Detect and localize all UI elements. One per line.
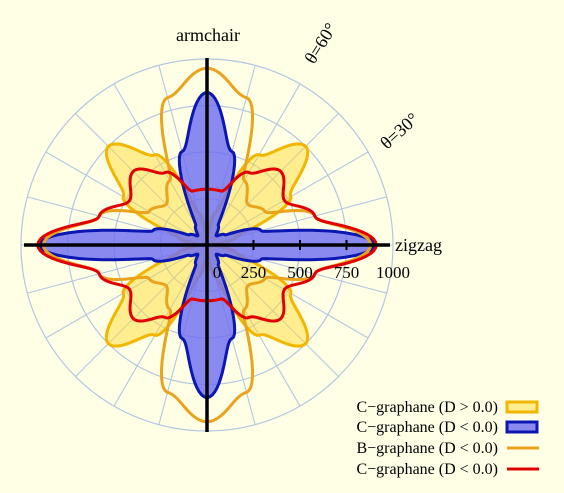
tick-label-500: 500 xyxy=(287,263,313,282)
legend-label-4: C−graphane (D < 0.0) xyxy=(356,461,498,478)
legend-label-3: B−graphane (D < 0.0) xyxy=(356,440,498,457)
grid-spoke-150 xyxy=(45,151,208,246)
x-axis-label: zigzag xyxy=(395,235,442,255)
legend-label-2: C−graphane (D < 0.0) xyxy=(356,419,498,436)
legend-item-2: C−graphane (D < 0.0) xyxy=(356,419,539,436)
grid-spoke-330 xyxy=(206,244,369,339)
legend-label-1: C−graphane (D > 0.0) xyxy=(356,399,498,416)
angle-annotation-60: θ=60° xyxy=(300,19,340,67)
grid-spoke-45 xyxy=(206,113,339,246)
grid-spoke-120 xyxy=(113,83,208,246)
radial-ticks: 0 250 500 750 1000 xyxy=(213,240,410,282)
grid-spoke-300 xyxy=(206,244,301,407)
legend-swatch-1 xyxy=(505,400,539,414)
grid-spoke-240 xyxy=(113,244,208,407)
tick-label-1000: 1000 xyxy=(376,263,410,282)
tick-label-750: 750 xyxy=(334,263,360,282)
legend: C−graphane (D > 0.0) C−graphane (D < 0.0… xyxy=(356,399,539,478)
legend-item-3: B−graphane (D < 0.0) xyxy=(356,440,539,457)
grid-spoke-315 xyxy=(206,244,339,377)
grid-spoke-60 xyxy=(206,83,301,246)
grid-spoke-225 xyxy=(75,244,208,377)
grid-spoke-210 xyxy=(45,244,208,339)
axes xyxy=(24,58,390,432)
legend-item-4: C−graphane (D < 0.0) xyxy=(356,461,539,478)
angle-annotation-30: θ=30° xyxy=(376,109,422,153)
tick-label-250: 250 xyxy=(241,263,267,282)
grid-spoke-30 xyxy=(206,151,369,246)
legend-swatch-2 xyxy=(505,420,539,434)
grid-spoke-135 xyxy=(75,113,208,246)
legend-item-1: C−graphane (D > 0.0) xyxy=(356,399,539,416)
tick-label-0: 0 xyxy=(213,263,222,282)
y-axis-label: armchair xyxy=(176,25,240,45)
